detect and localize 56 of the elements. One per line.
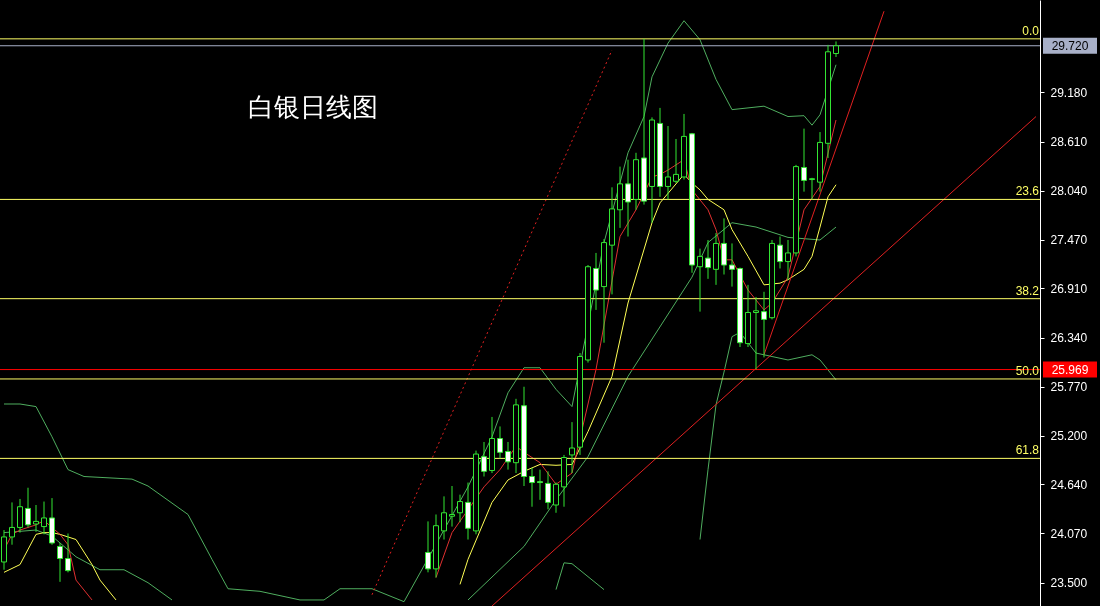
candlestick [505,441,511,471]
candlestick [17,498,23,534]
candlestick [665,125,671,200]
candlestick [801,128,807,193]
y-tick-label: 26.340 [1050,331,1088,346]
candlestick [481,441,487,478]
line-series [3,532,117,601]
y-tick-label: 23.500 [1050,576,1088,591]
y-tick-label: 24.640 [1050,477,1088,492]
ref-line-label: 29.720 [1051,38,1089,53]
ref-line-label: 25.969 [1051,362,1089,377]
candlestick [425,520,431,573]
candlestick [553,482,559,514]
candlestick [705,239,711,280]
candlestick [697,248,703,313]
candlestick [785,239,791,281]
candlestick [449,485,455,528]
candlestick [33,504,39,533]
candlestick [441,495,447,541]
y-tick-label: 27.470 [1050,233,1088,248]
line-series [3,529,173,601]
candlestick [497,425,503,459]
line-series [699,331,837,541]
candlestick [537,469,543,501]
line-series [555,562,605,591]
annotation: 61.8 [1015,443,1040,458]
y-tick-label: 26.910 [1050,281,1088,296]
candlestick [65,532,71,573]
text: 白银日线图 [248,92,378,122]
candlestick [593,252,599,311]
y-tick-label: 28.610 [1050,135,1088,150]
annotation: 23.6 [1015,184,1040,199]
y-tick-label: 25.770 [1050,380,1088,395]
candlestick [761,291,767,358]
y-tick-label: 25.200 [1050,429,1088,444]
candlestick [57,542,63,583]
candlestick [777,236,783,269]
y-tick-label: 28.040 [1050,184,1088,199]
candlestick [673,138,679,184]
candlestick [529,467,535,508]
candlestick [9,501,15,546]
line-series [3,20,837,603]
candlestick [569,421,575,474]
candlestick [753,296,759,370]
candlestick [25,487,31,528]
line-series [467,222,837,601]
candlestick [545,470,551,510]
annotation: 38.2 [1015,283,1040,298]
candlestick [729,242,735,288]
annotation: 0.0 [1022,23,1040,38]
candlestick [41,501,47,535]
y-tick-label: 24.070 [1050,526,1088,541]
candlestick [721,217,727,276]
candlestick [625,159,631,238]
y-tick-label: 29.180 [1050,85,1088,100]
candlestick [457,494,463,523]
